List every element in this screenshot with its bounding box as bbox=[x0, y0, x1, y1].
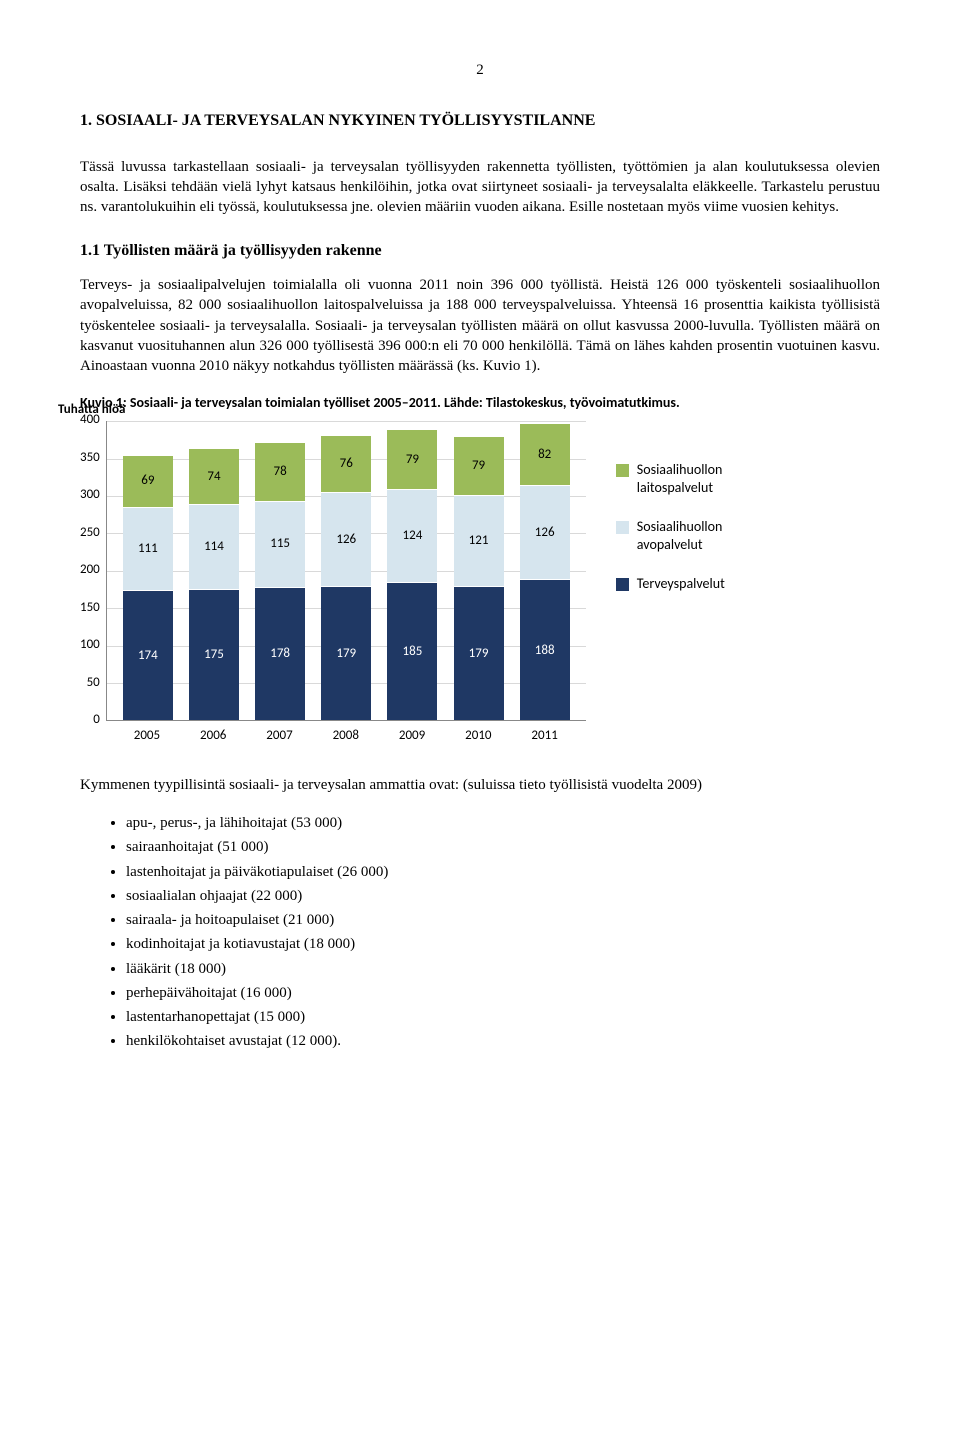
list-item: perhepäivähoitajat (16 000) bbox=[126, 983, 880, 1003]
bar-segment: 79 bbox=[387, 429, 437, 488]
list-item: sosiaalialan ohjaajat (22 000) bbox=[126, 886, 880, 906]
bar: 18512479 bbox=[387, 429, 437, 720]
legend-swatch bbox=[616, 578, 629, 591]
list-item: lastentarhanopettajat (15 000) bbox=[126, 1007, 880, 1027]
list-item: apu-, perus-, ja lähihoitajat (53 000) bbox=[126, 813, 880, 833]
bar-segment: 124 bbox=[387, 489, 437, 582]
x-tick: 2008 bbox=[321, 727, 371, 745]
paragraph-2: Terveys- ja sosiaalipalvelujen toimialal… bbox=[80, 275, 880, 376]
occupation-list: apu-, perus-, ja lähihoitajat (53 000) sa… bbox=[80, 813, 880, 1052]
paragraph-1: Tässä luvussa tarkastellaan sosiaali- ja… bbox=[80, 157, 880, 218]
figure-caption: Kuvio 1: Sosiaali- ja terveysalan toimia… bbox=[80, 394, 880, 413]
x-tick: 2005 bbox=[122, 727, 172, 745]
bar-segment: 179 bbox=[321, 586, 371, 720]
paragraph-3: Kymmenen tyypillisintä sosiaali- ja terv… bbox=[80, 775, 880, 795]
list-item: sairaala- ja hoitoapulaiset (21 000) bbox=[126, 910, 880, 930]
bar-segment: 185 bbox=[387, 582, 437, 721]
list-item: lääkärit (18 000) bbox=[126, 959, 880, 979]
bar-segment: 78 bbox=[255, 442, 305, 501]
x-tick: 2007 bbox=[254, 727, 304, 745]
bar-segment: 188 bbox=[520, 579, 570, 720]
x-tick: 2006 bbox=[188, 727, 238, 745]
bar-segment: 175 bbox=[189, 589, 239, 720]
bar-segment: 82 bbox=[520, 423, 570, 485]
bar-segment: 79 bbox=[454, 436, 504, 495]
legend-swatch bbox=[616, 521, 629, 534]
chart-y-axis: 400350300250200150100500 bbox=[80, 421, 106, 721]
bar-segment: 178 bbox=[255, 587, 305, 721]
bar-segment: 126 bbox=[520, 485, 570, 580]
chart-plot: 1741116917511474178115781791267618512479… bbox=[106, 421, 586, 721]
section-title: 1. SOSIAALI- JA TERVEYSALAN NYKYINEN TYÖ… bbox=[80, 110, 880, 132]
bar-segment: 69 bbox=[123, 455, 173, 507]
bar: 17912676 bbox=[321, 435, 371, 721]
legend-item: Terveyspalvelut bbox=[616, 575, 777, 593]
bar-segment: 111 bbox=[123, 507, 173, 590]
bar-segment: 126 bbox=[321, 492, 371, 587]
bar: 17411169 bbox=[123, 455, 173, 721]
list-item: lastenhoitajat ja päiväkotiapulaiset (26… bbox=[126, 862, 880, 882]
legend-swatch bbox=[616, 464, 629, 477]
legend-item: Sosiaalihuollon avopalvelut bbox=[616, 518, 777, 553]
bar-segment: 174 bbox=[123, 590, 173, 721]
legend-label: Sosiaalihuollon avopalvelut bbox=[637, 518, 777, 553]
bar: 17912179 bbox=[454, 436, 504, 720]
subsection-title: 1.1 Työllisten määrä ja työllisyyden rak… bbox=[80, 240, 880, 262]
list-item: sairaanhoitajat (51 000) bbox=[126, 837, 880, 857]
bar-segment: 121 bbox=[454, 495, 504, 586]
bar-segment: 76 bbox=[321, 435, 371, 492]
chart-legend: Sosiaalihuollon laitospalvelut Sosiaalihu… bbox=[616, 461, 777, 615]
bar-segment: 115 bbox=[255, 501, 305, 587]
legend-item: Sosiaalihuollon laitospalvelut bbox=[616, 461, 777, 496]
chart-x-axis: 2005 2006 2007 2008 2009 2010 2011 bbox=[106, 721, 586, 745]
legend-label: Sosiaalihuollon laitospalvelut bbox=[637, 461, 777, 496]
bar-segment: 114 bbox=[189, 504, 239, 590]
bar-segment: 74 bbox=[189, 448, 239, 504]
legend-label: Terveyspalvelut bbox=[637, 575, 725, 593]
x-tick: 2011 bbox=[520, 727, 570, 745]
bar: 17811578 bbox=[255, 442, 305, 720]
x-tick: 2010 bbox=[453, 727, 503, 745]
chart-container: Tuhatta hlöä 400350300250200150100500 17… bbox=[80, 421, 880, 745]
bar: 17511474 bbox=[189, 448, 239, 720]
bar-segment: 179 bbox=[454, 586, 504, 720]
list-item: kodinhoitajat ja kotiavustajat (18 000) bbox=[126, 934, 880, 954]
bar: 18812682 bbox=[520, 423, 570, 720]
x-tick: 2009 bbox=[387, 727, 437, 745]
chart-bars: 1741116917511474178115781791267618512479… bbox=[107, 421, 586, 720]
list-item: henkilökohtaiset avustajat (12 000). bbox=[126, 1031, 880, 1051]
page-number: 2 bbox=[80, 60, 880, 80]
